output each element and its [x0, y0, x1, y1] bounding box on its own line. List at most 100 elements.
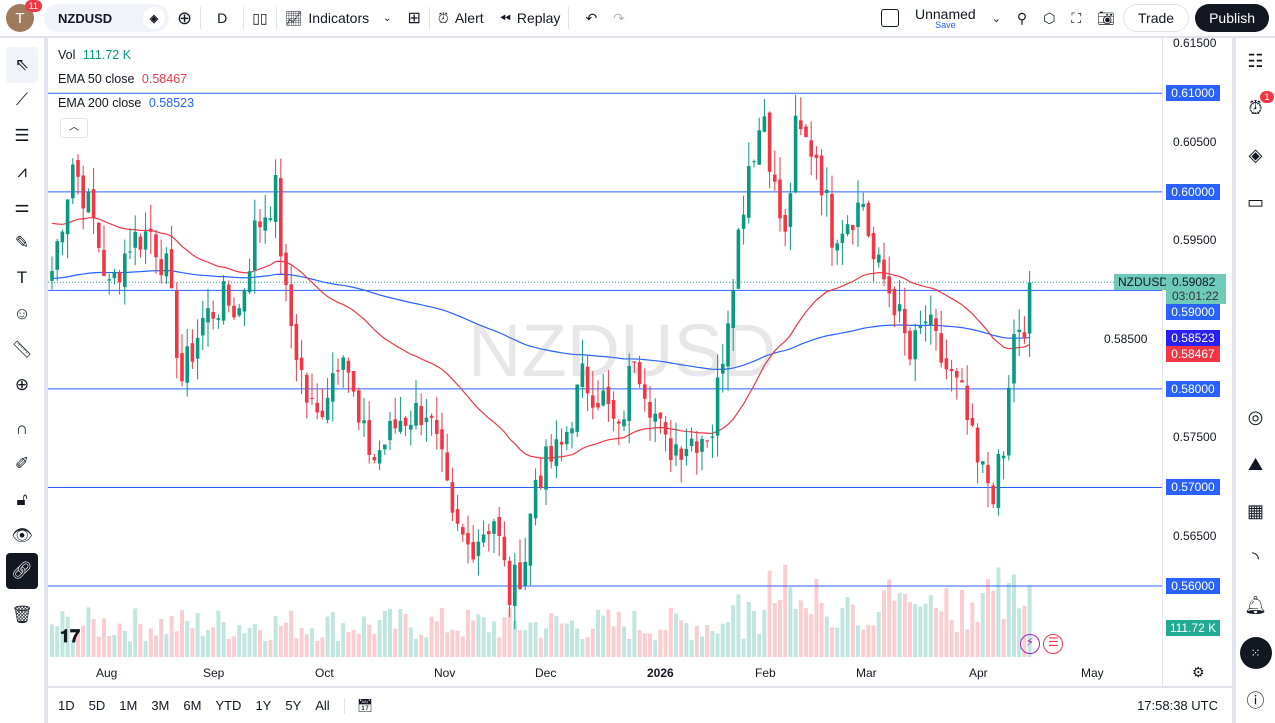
- price-chart[interactable]: [48, 38, 1232, 686]
- candle-body: [731, 290, 735, 329]
- templates-button[interactable]: ⊞: [400, 0, 429, 36]
- candle-body: [861, 204, 865, 207]
- forecast-tool[interactable]: ⚌: [6, 189, 38, 225]
- volume-bar: [580, 638, 585, 657]
- collapse-legend-button[interactable]: ︿: [60, 118, 88, 138]
- candle-body: [455, 509, 460, 524]
- trade-button[interactable]: Trade: [1123, 4, 1190, 32]
- candle-body: [440, 429, 444, 450]
- layout-name-button[interactable]: Unnamed Save: [907, 0, 984, 36]
- volume-bar: [86, 607, 91, 657]
- volume-bar: [658, 629, 663, 657]
- stay-drawing-tool[interactable]: ✐: [6, 447, 38, 483]
- hide-tool[interactable]: 👁︎: [6, 518, 38, 554]
- alerts-button[interactable]: ⏰︎ 1: [1240, 85, 1274, 132]
- candle-body: [830, 193, 834, 248]
- clock[interactable]: 17:58:38 UTC: [1137, 698, 1218, 713]
- range-all[interactable]: All: [315, 698, 330, 713]
- chart-type-button[interactable]: ▯▯: [244, 0, 275, 36]
- help-button[interactable]: ⓘ: [1240, 676, 1272, 723]
- sync-tool[interactable]: 🔗︎: [6, 553, 38, 589]
- events-icons[interactable]: ⚡︎ ☰: [1020, 634, 1064, 654]
- timezone-settings[interactable]: ⚙︎: [1192, 664, 1205, 681]
- ema50-legend: EMA 50 close 0.58467: [58, 72, 188, 86]
- volume-bar: [1001, 618, 1006, 657]
- range-3m[interactable]: 3M: [151, 698, 170, 713]
- chat-icon: ▭: [1246, 192, 1264, 212]
- replay-button[interactable]: ⏪︎ Replay: [492, 0, 569, 36]
- publish-label: Publish: [1209, 10, 1255, 26]
- trendline-tool[interactable]: ⟋: [6, 83, 38, 119]
- date-range-button[interactable]: 📅︎: [343, 697, 388, 714]
- fib-tool[interactable]: ☰: [6, 118, 38, 154]
- magnet-tool[interactable]: ∩: [6, 411, 38, 447]
- range-1y[interactable]: 1Y: [255, 698, 272, 713]
- candle-body: [554, 439, 559, 467]
- measure-tool[interactable]: 📏︎: [6, 332, 38, 368]
- candle-body: [752, 161, 756, 163]
- range-6m[interactable]: 6M: [183, 698, 202, 713]
- layout-chevron[interactable]: ⌄: [984, 0, 1009, 36]
- apps-button[interactable]: ⁙: [1239, 629, 1272, 676]
- candle-body: [169, 249, 174, 289]
- fullscreen-button[interactable]: ⛶: [1063, 0, 1089, 36]
- compare-button[interactable]: ⊕: [169, 0, 200, 36]
- range-1m[interactable]: 1M: [119, 698, 138, 713]
- candle-body: [461, 527, 465, 535]
- icon-tool[interactable]: ☺: [6, 296, 38, 332]
- ema200-price-label: 0.58523: [1166, 330, 1220, 346]
- alert-button[interactable]: ⏰︎ Alert: [430, 0, 492, 36]
- brush-tool[interactable]: ✎: [6, 225, 38, 261]
- layers-button[interactable]: ◈: [1240, 132, 1272, 179]
- volume-bar: [752, 610, 756, 657]
- quick-search-button[interactable]: ⚲: [1009, 0, 1035, 36]
- time-axis[interactable]: Aug Sep Oct Nov Dec 2026 Feb Mar Apr May: [48, 658, 1162, 686]
- pattern-tool[interactable]: ⩘: [6, 154, 38, 190]
- undo-button[interactable]: ↶: [577, 0, 605, 36]
- candle-body: [419, 406, 423, 426]
- volume-bar: [913, 603, 918, 657]
- publish-button[interactable]: Publish: [1195, 4, 1269, 32]
- price-tick: 0.59500: [1173, 233, 1217, 248]
- snapshot-button[interactable]: 📷︎: [1089, 0, 1123, 36]
- candle-body: [502, 536, 507, 561]
- text-tool[interactable]: T: [6, 261, 38, 297]
- lock-tool[interactable]: 🔓︎: [6, 482, 38, 518]
- zoom-tool[interactable]: ⊕: [6, 367, 38, 403]
- volume-bar: [564, 623, 569, 657]
- chat-button[interactable]: ▭: [1240, 179, 1272, 226]
- volume-bar: [174, 631, 179, 657]
- candle-body: [622, 419, 626, 427]
- indicators-button[interactable]: 📈︎ Indicators ⌄: [277, 0, 400, 36]
- cursor-tool[interactable]: ⇖: [6, 47, 38, 83]
- volume-bar: [492, 621, 496, 657]
- remove-tool[interactable]: 🗑︎: [6, 597, 38, 633]
- range-5d[interactable]: 5D: [88, 698, 106, 713]
- calendar-button[interactable]: ▦: [1240, 488, 1272, 535]
- volume-bar: [970, 602, 975, 657]
- candle-body: [518, 562, 522, 590]
- symbol-search[interactable]: NZDUSD ◈: [44, 4, 169, 32]
- target-button[interactable]: ◎: [1240, 394, 1272, 441]
- notifications-button[interactable]: 🔔︎: [1240, 582, 1272, 629]
- time-tick: Apr: [969, 666, 988, 680]
- candle-body: [242, 290, 247, 312]
- interval-button[interactable]: D: [201, 0, 243, 36]
- volume-bar: [668, 607, 673, 657]
- layout-checkbox[interactable]: [873, 0, 907, 36]
- candle-body: [112, 271, 117, 279]
- range-ytd[interactable]: YTD: [215, 698, 242, 713]
- ideas-button[interactable]: ⛰︎: [1240, 441, 1272, 488]
- candle-body: [960, 380, 964, 383]
- redo-button[interactable]: ↷: [605, 0, 633, 36]
- avatar[interactable]: T 11: [6, 0, 42, 32]
- chart-pane[interactable]: NZDUSD Vol 111.72 K EMA 50 close 0.58467…: [48, 36, 1232, 686]
- volume-bar: [112, 634, 117, 657]
- watchlist-button[interactable]: ☷: [1240, 38, 1272, 85]
- range-5y[interactable]: 5Y: [285, 698, 302, 713]
- range-1d[interactable]: 1D: [58, 698, 75, 713]
- stream-button[interactable]: ◝: [1240, 535, 1272, 582]
- chevron-down-icon: ⌄: [383, 12, 392, 24]
- settings-button[interactable]: ⬡: [1035, 0, 1063, 36]
- volume-bar: [965, 629, 970, 657]
